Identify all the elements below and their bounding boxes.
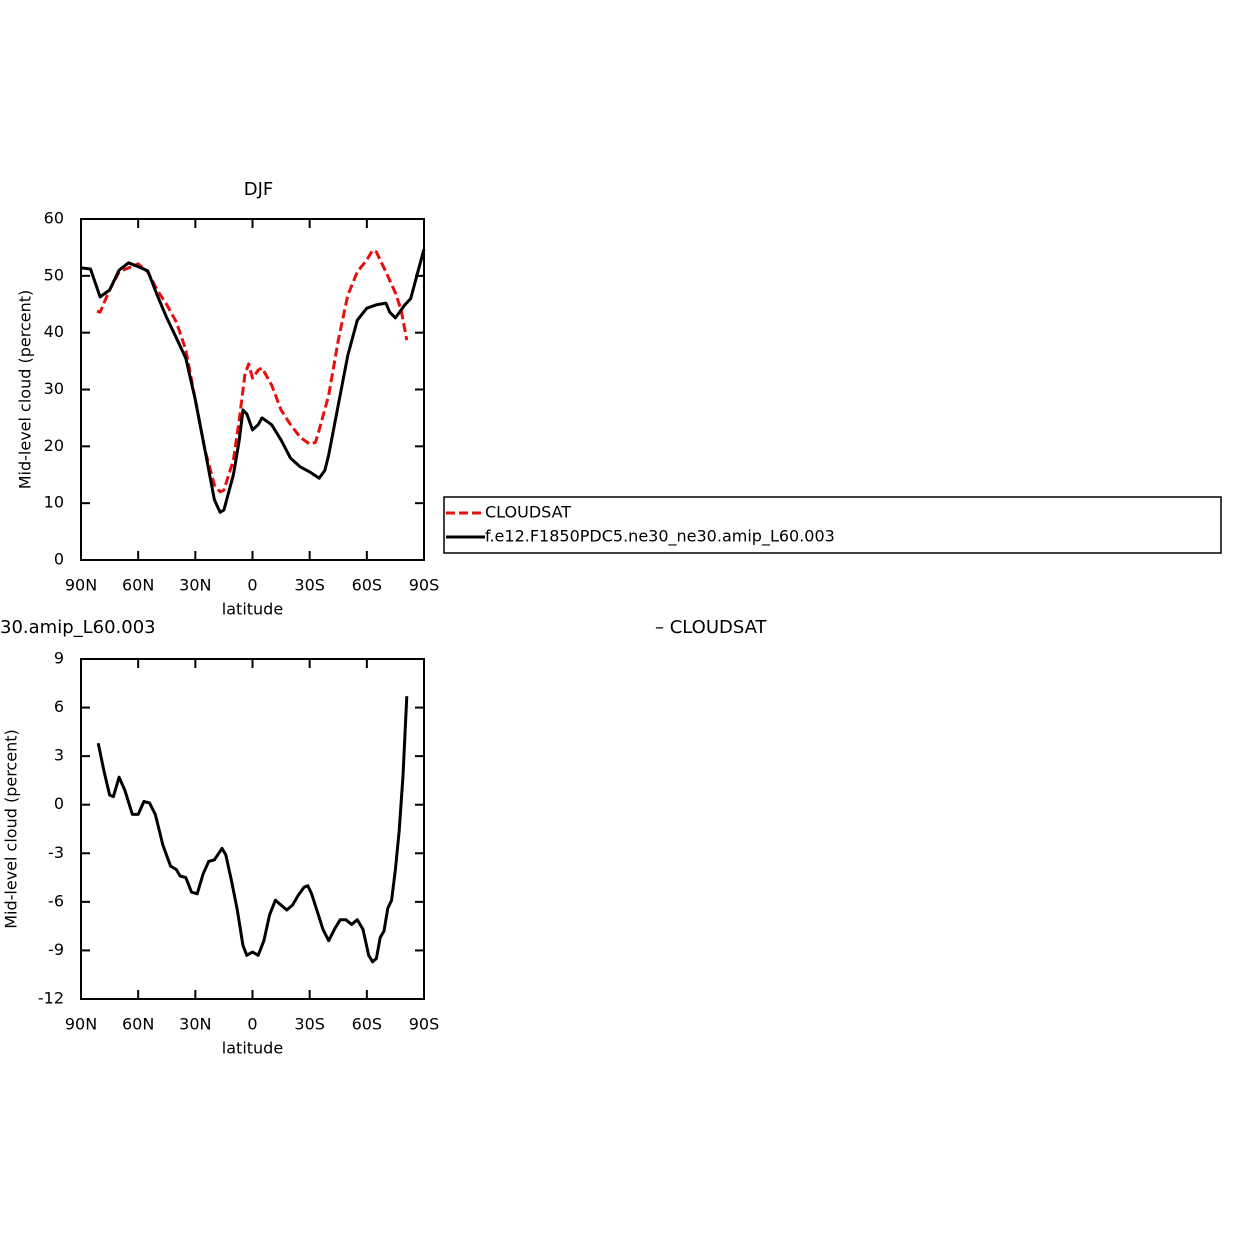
x-axis-label: latitude xyxy=(222,600,283,619)
y-tick-label: 60 xyxy=(44,209,64,228)
x-tick-label: 0 xyxy=(247,576,257,595)
y-tick-label: 40 xyxy=(44,322,64,341)
x-tick-label: 90N xyxy=(65,1015,97,1034)
x-tick-label: 30S xyxy=(294,576,325,595)
y-tick-label: -12 xyxy=(38,989,64,1008)
y-tick-label: 6 xyxy=(54,697,64,716)
y-tick-label: 0 xyxy=(54,794,64,813)
x-axis-label: latitude xyxy=(222,1039,283,1058)
y-tick-label: -6 xyxy=(48,891,64,910)
x-tick-label: 90N xyxy=(65,576,97,595)
x-tick-label: 30S xyxy=(294,1015,325,1034)
y-axis-label: Mid-level cloud (percent) xyxy=(2,729,21,929)
y-tick-label: 0 xyxy=(54,550,64,569)
series-line xyxy=(96,696,409,964)
y-tick-label: -3 xyxy=(48,843,64,862)
y-tick-label: 30 xyxy=(44,379,64,398)
legend-box xyxy=(443,496,1222,554)
y-tick-label: 9 xyxy=(54,649,64,668)
x-tick-label: 60S xyxy=(352,1015,383,1034)
series-line xyxy=(80,248,426,514)
chart-title: – CLOUDSAT xyxy=(655,617,768,638)
y-tick-label: 20 xyxy=(44,436,64,455)
x-tick-label: 60N xyxy=(122,576,154,595)
plot-frame xyxy=(80,658,425,1000)
plot-frame xyxy=(80,218,425,561)
x-tick-label: 30N xyxy=(179,576,211,595)
x-tick-label: 30N xyxy=(179,1015,211,1034)
legend-label: f.e12.F1850PDC5.ne30_ne30.amip_L60.003 xyxy=(485,527,835,547)
chart-title: 30.amip_L60.003 xyxy=(0,617,156,638)
x-tick-label: 0 xyxy=(247,1015,257,1034)
y-tick-label: -9 xyxy=(48,940,64,959)
chart-title: DJF xyxy=(244,179,274,200)
x-tick-label: 90S xyxy=(409,576,440,595)
y-tick-label: 3 xyxy=(54,746,64,765)
x-tick-label: 60S xyxy=(352,576,383,595)
series-line xyxy=(96,248,409,494)
y-axis-label: Mid-level cloud (percent) xyxy=(16,290,35,490)
x-tick-label: 60N xyxy=(122,1015,154,1034)
x-tick-label: 90S xyxy=(409,1015,440,1034)
y-tick-label: 10 xyxy=(44,493,64,512)
legend-label: CLOUDSAT xyxy=(485,503,571,522)
y-tick-label: 50 xyxy=(44,265,64,284)
